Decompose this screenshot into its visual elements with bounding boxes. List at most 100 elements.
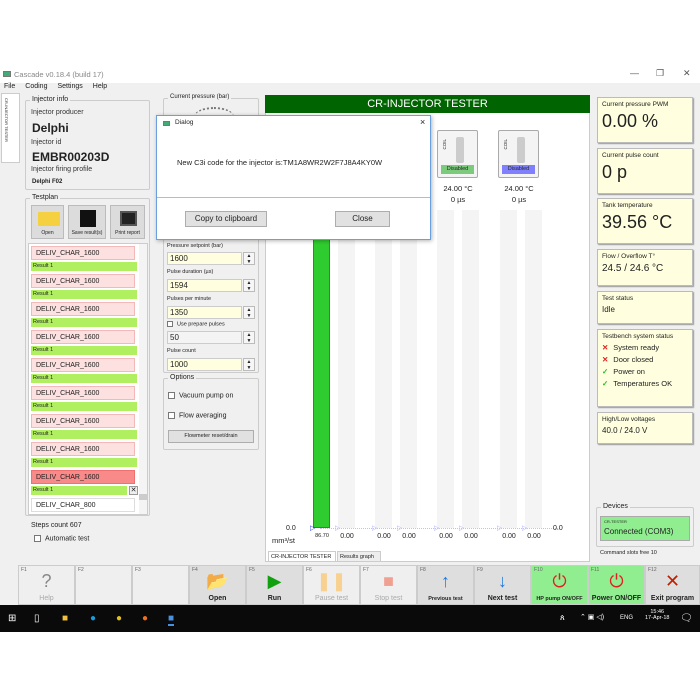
fkey-icon: ? [41,571,52,591]
automatic-test-checkbox[interactable]: Automatic test [34,535,89,542]
tab-cr-injector-tester-main[interactable]: CR-INJECTOR TESTER [268,551,336,562]
close-window-button[interactable]: ✕ [683,68,691,78]
testplan-item[interactable]: DELIV_CHAR_1600 [31,246,135,260]
fkey-f1-button[interactable]: F1? Help [18,565,75,605]
skype-icon[interactable]: ● [90,613,97,624]
result-item[interactable]: Result 1 [31,290,137,299]
fkey-f7-button[interactable]: F7 ■ Stop test [360,565,417,605]
result-item[interactable]: Result 1 [31,374,137,383]
bar-track [437,210,454,528]
fkey-f5-button[interactable]: F5 ▶ Run [246,565,303,605]
fkey-f10-button[interactable]: F10 ⏻ HP pump ON/OFF [531,565,588,605]
pulse-count-spinner[interactable]: ▲ ▼ [243,358,255,371]
bar-value-label: 0.00 [340,533,354,540]
remove-result-icon[interactable]: ✕ [129,486,138,495]
fkey-icon: 📂 [206,571,229,591]
system-status-card: Testbench system status ✕ System ready ✕ Doo… [597,329,693,407]
file-explorer-icon[interactable]: ■ [62,613,69,624]
language-indicator[interactable]: ENG [620,615,634,621]
pressure-setpoint-spinner[interactable]: ▲ ▼ [243,252,255,265]
ppm-input[interactable]: 1350 [167,306,242,319]
chrome-icon[interactable]: ● [116,613,123,624]
task-view-icon[interactable]: ▯ [34,613,40,624]
device-status[interactable]: CR-TESTER Connected (COM3) [600,516,690,541]
dialog-close-button[interactable]: Close [335,211,390,227]
fkey-f11-button[interactable]: F11 ⏻ Power ON/OFF [588,565,645,605]
people-icon[interactable]: ጰ [560,613,565,622]
result-item[interactable]: Result 1 [31,486,127,495]
testplan-item[interactable]: DELIV_CHAR_1600 [31,302,135,316]
testplan-item[interactable]: DELIV_CHAR_1600 [31,470,135,484]
prepare-pulses-checkbox[interactable]: Use prepare pulses [167,321,225,327]
pulse-duration-input[interactable]: 1594 [167,279,242,292]
menu-file[interactable]: File [4,83,16,90]
fkey-f9-button[interactable]: F9 ↓ Next test [474,565,531,605]
injector-slot[interactable]: COIL Disabled [498,130,539,178]
pressure-setpoint-input[interactable]: 1600 [167,252,242,265]
flow-card: Flow / Overflow T° 24.5 / 24.6 °C [597,249,693,286]
dialog-close-icon[interactable]: × [420,117,426,127]
fkey-icon: ✕ [664,571,681,591]
result-item[interactable]: Result 1 [31,458,137,467]
open-button[interactable]: Open [31,205,64,239]
pulse-duration-spinner[interactable]: ▲ ▼ [243,279,255,292]
result-item[interactable]: Result 1 [31,318,137,327]
testplan-item[interactable]: DELIV_CHAR_800 [31,498,135,512]
fkey-f3-button[interactable]: F3 [132,565,189,605]
prepare-pulses-spinner[interactable]: ▲ ▼ [243,331,255,344]
command-slots: Command slots free 10 [600,550,657,556]
maximize-button[interactable]: ❐ [656,68,665,78]
result-item[interactable]: Result 1 [31,262,137,271]
minimize-button[interactable]: — [630,68,639,78]
pulse-count-input[interactable]: 1000 [167,358,242,371]
testplan-item[interactable]: DELIV_CHAR_1600 [31,330,135,344]
result-item[interactable]: Result 1 [31,346,137,355]
menu-help[interactable]: Help [92,83,108,90]
print-report-button[interactable]: Print report [110,205,145,239]
tray-icons[interactable]: ⌃ ▣ ◁) [580,614,605,621]
fkey-f8-button[interactable]: F8 ↑ Previous test [417,565,474,605]
bar-value-label: 0.00 [439,533,453,540]
fkey-f4-button[interactable]: F4 📂 Open [189,565,246,605]
clock[interactable]: 15:46 17-Apr-18 [645,609,670,621]
fkey-f2-button[interactable]: F2 [75,565,132,605]
controls-group: Current pressure (bar) Pressure setpoint… [163,94,259,373]
cascade-app-icon[interactable]: ■ [168,613,175,626]
testplan-list[interactable]: DELIV_CHAR_1600 Result 1 DELIV_CHAR_1600 Re… [28,243,148,515]
injector-status: Disabled [502,165,535,174]
vacuum-pump-checkbox[interactable]: Vacuum pump on [168,392,233,399]
group-label: Injector info [30,96,71,103]
ppm-spinner[interactable]: ▲ ▼ [243,306,255,319]
menu-settings[interactable]: Settings [57,83,83,90]
tab-results-graph[interactable]: Results graph [337,551,381,562]
cross-icon: ✕ [602,355,609,364]
testplan-item[interactable]: DELIV_CHAR_1600 [31,414,135,428]
flowmeter-reset-button[interactable]: Flowmeter reset/drain [168,430,254,443]
testplan-scrollbar[interactable] [139,244,147,514]
notifications-icon[interactable]: 🗨 [680,613,693,624]
testplan-item[interactable]: DELIV_CHAR_1600 [31,442,135,456]
testplan-item[interactable]: DELIV_CHAR_1600 [31,358,135,372]
fkey-f6-button[interactable]: F6 ❚❚ Pause test [303,565,360,605]
result-item[interactable]: Result 1 [31,430,137,439]
tab-cr-injector-tester[interactable]: CR-INJECTOR TESTER [1,93,20,163]
firefox-icon[interactable]: ● [142,613,149,624]
copy-to-clipboard-button[interactable]: Copy to clipboard [185,211,267,227]
result-item[interactable]: Result 1 [31,402,137,411]
flow-averaging-checkbox[interactable]: Flow averaging [168,412,226,419]
save-results-button[interactable]: Save result(s) [68,205,106,239]
testplan-item[interactable]: DELIV_CHAR_1600 [31,386,135,400]
testplan-item[interactable]: DELIV_CHAR_1600 [31,274,135,288]
cross-icon: ✕ [602,343,609,352]
pressure-gauge [194,107,234,127]
fkey-icon: ■ [383,571,394,591]
system-status-item: ✕ System ready [602,343,660,352]
bar-track [500,210,517,528]
menu-coding[interactable]: Coding [25,83,48,90]
fkey-f12-button[interactable]: F12 ✕ Exit program [645,565,700,605]
injector-slot[interactable]: COIL Disabled [437,130,478,178]
windows-start-icon[interactable]: ⊞ [8,613,17,624]
prepare-pulses-input[interactable]: 50 [167,331,242,344]
flow-value: 24.5 / 24.6 °C [602,263,664,274]
testplan-group: Testplan Open Save result(s) Print repor… [25,194,150,516]
